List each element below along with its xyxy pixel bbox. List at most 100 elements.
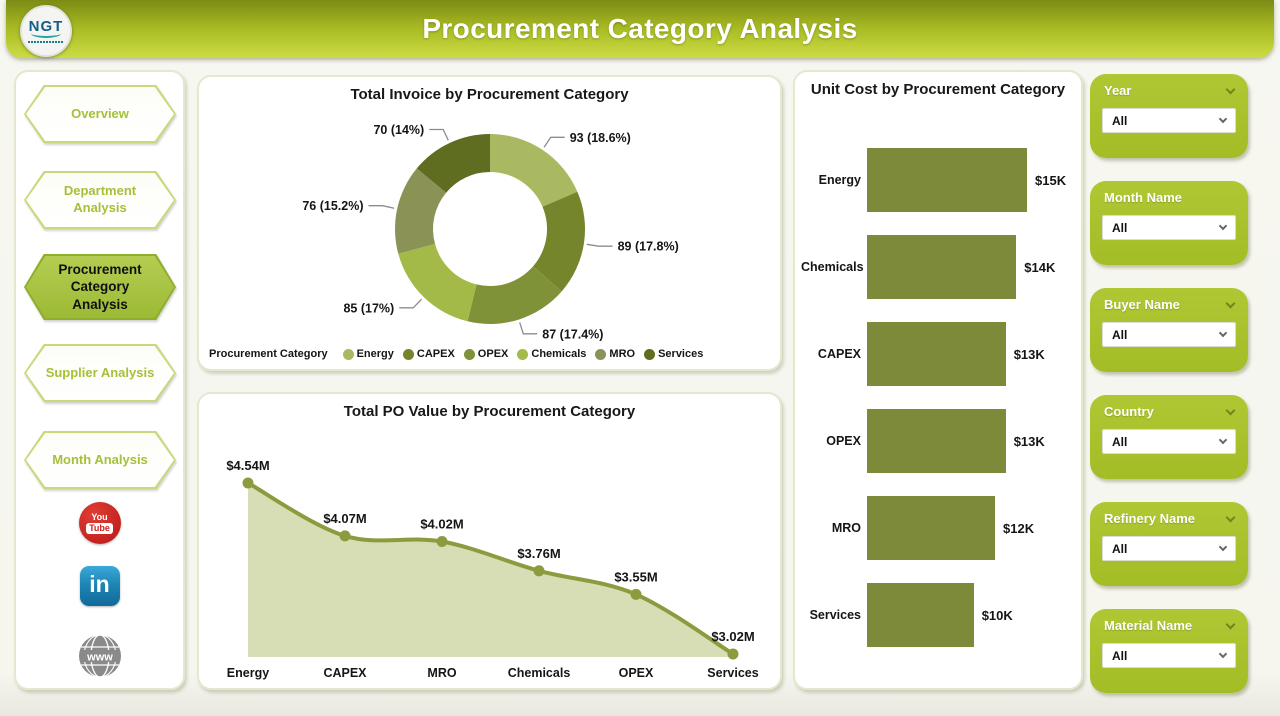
svg-text:www: www <box>86 652 113 664</box>
legend-dot-icon <box>595 348 607 360</box>
bar-capex[interactable] <box>867 322 1006 386</box>
filter-material-name: Material Name All <box>1090 609 1248 693</box>
chevron-down-icon[interactable] <box>1225 512 1236 523</box>
filter-year: Year All <box>1090 74 1248 158</box>
point-data-label: $3.55M <box>614 569 657 584</box>
chevron-down-icon <box>1218 221 1228 231</box>
x-axis-label: Services <box>707 666 758 680</box>
legend-item-mro[interactable]: MRO <box>595 348 635 360</box>
legend-item-capex[interactable]: CAPEX <box>402 348 455 360</box>
legend-dot-icon <box>644 348 656 360</box>
chevron-down-icon[interactable] <box>1225 619 1236 630</box>
bar-chart: Energy $15K Chemicals $14K CAPEX $13K OPEX $13K… <box>801 148 1079 670</box>
linkedin-icon-text: in <box>89 570 110 597</box>
bar-category-label: Energy <box>818 173 861 187</box>
sidebar-item-month-analysis[interactable]: Month Analysis <box>24 431 176 489</box>
total-invoice-chart-card: Total Invoice by Procurement Category 93… <box>197 75 782 371</box>
sidebar-item-label: Supplier Analysis <box>45 364 155 380</box>
data-point-capex[interactable] <box>339 530 351 542</box>
material-name-dropdown[interactable]: All <box>1102 643 1236 668</box>
donut-label-line <box>368 205 395 209</box>
data-point-mro[interactable] <box>436 536 448 547</box>
data-point-opex[interactable] <box>630 588 642 600</box>
bar-opex[interactable] <box>867 409 1006 473</box>
sidebar-item-procurement-category-analysis[interactable]: Procurement Category Analysis <box>24 254 176 320</box>
bar-row-mro: MRO $12K <box>801 496 1079 560</box>
donut-label-line <box>543 136 565 148</box>
data-point-chemicals[interactable] <box>533 565 545 577</box>
chart-legend: Procurement Category Energy CAPEX OPEX Chem… <box>209 348 703 360</box>
bar-mro[interactable] <box>867 496 995 560</box>
sidebar-item-supplier-analysis[interactable]: Supplier Analysis <box>24 344 176 402</box>
unit-cost-chart-card: Unit Cost by Procurement Category Energy… <box>793 70 1083 690</box>
legend-label: MRO <box>609 348 636 360</box>
bar-category-label: CAPEX <box>817 347 861 361</box>
chevron-down-icon[interactable] <box>1225 298 1236 309</box>
filter-label: Refinery Name <box>1104 511 1196 526</box>
bar-value-label: $10K <box>981 607 1013 623</box>
sidebar-item-label: Procurement Category Analysis <box>58 261 142 312</box>
donut-label-line <box>519 322 538 335</box>
donut-segment-capex[interactable] <box>533 191 586 292</box>
donut-data-label: 85 (17%) <box>343 301 394 315</box>
x-axis-label: CAPEX <box>323 666 367 680</box>
donut-label-line <box>399 298 423 309</box>
month-name-dropdown[interactable]: All <box>1102 215 1236 240</box>
linkedin-icon[interactable]: in <box>79 566 120 606</box>
chevron-down-icon <box>1218 435 1228 445</box>
filter-selected-value: All <box>1112 327 1128 342</box>
donut-segment-mro[interactable] <box>394 168 447 254</box>
legend-label: OPEX <box>477 348 509 360</box>
trend-line <box>247 481 735 656</box>
filter-label: Month Name <box>1104 190 1182 205</box>
area-chart: $4.54M Energy $4.07M CAPEX $4.02M MRO $3.76M Ch… <box>226 458 758 680</box>
chevron-down-icon[interactable] <box>1225 84 1236 95</box>
donut-segment-chemicals[interactable] <box>398 243 477 322</box>
donut-data-label: 76 (15.2%) <box>302 199 363 213</box>
header-bar: Procurement Category Analysis <box>6 0 1274 58</box>
filter-month-name: Month Name All <box>1090 181 1248 265</box>
bar-services[interactable] <box>867 583 974 647</box>
bar-chemicals[interactable] <box>867 235 1017 299</box>
data-point-services[interactable] <box>727 648 739 660</box>
legend-item-opex[interactable]: OPEX <box>463 348 509 360</box>
donut-data-label: 87 (17.4%) <box>542 327 603 341</box>
chevron-down-icon <box>1218 114 1228 124</box>
buyer-name-dropdown[interactable]: All <box>1102 322 1236 347</box>
filter-country: Country All <box>1090 395 1248 479</box>
sidebar-item-department-analysis[interactable]: Department Analysis <box>24 171 176 229</box>
legend-title: Procurement Category <box>209 348 328 360</box>
refinery-name-dropdown[interactable]: All <box>1102 536 1236 561</box>
donut-data-label: 70 (14%) <box>373 123 424 137</box>
legend-item-chemicals[interactable]: Chemicals <box>517 348 586 360</box>
donut-segment-energy[interactable] <box>490 134 578 207</box>
donut-segment-services[interactable] <box>416 133 490 193</box>
chart-title: Unit Cost by Procurement Category <box>810 81 1066 98</box>
legend-dot-icon <box>463 348 475 360</box>
youtube-icon[interactable]: You Tube <box>78 502 121 544</box>
bar-value-label: $13K <box>1013 433 1045 449</box>
website-globe-icon[interactable]: www <box>16 634 183 678</box>
legend-dot-icon <box>402 348 414 360</box>
company-logo: NGT <box>20 5 72 57</box>
donut-chart: 93 (18.6%) 89 (17.8%) 87 (17.4%) 85 (17%) 76… <box>302 123 678 341</box>
filter-label: Country <box>1104 404 1154 419</box>
donut-label-line <box>586 243 613 247</box>
bar-energy[interactable] <box>867 148 1027 212</box>
bar-value-label: $12K <box>1003 520 1035 536</box>
sidebar-item-label: Month Analysis <box>52 451 148 467</box>
bar-row-services: Services $10K <box>801 583 1079 647</box>
bar-category-label: Services <box>809 608 861 622</box>
legend-item-energy[interactable]: Energy <box>342 348 394 360</box>
donut-segment-opex[interactable] <box>467 266 562 325</box>
sidebar-item-overview[interactable]: Overview <box>24 85 176 143</box>
point-data-label: $4.54M <box>226 458 269 473</box>
chevron-down-icon[interactable] <box>1225 405 1236 416</box>
year-dropdown[interactable]: All <box>1102 108 1236 133</box>
x-axis-label: MRO <box>427 666 456 680</box>
filter-selected-value: All <box>1112 648 1128 663</box>
country-dropdown[interactable]: All <box>1102 429 1236 454</box>
legend-item-services[interactable]: Services <box>644 348 703 360</box>
filter-selected-value: All <box>1112 434 1128 449</box>
data-point-energy[interactable] <box>242 477 254 489</box>
